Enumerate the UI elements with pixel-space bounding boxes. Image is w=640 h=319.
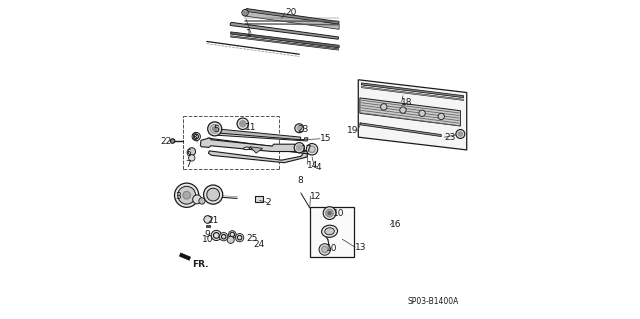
- Text: 7: 7: [185, 160, 191, 169]
- Ellipse shape: [322, 225, 337, 237]
- Text: 5: 5: [214, 125, 219, 134]
- Text: 18: 18: [401, 98, 413, 107]
- Circle shape: [240, 121, 245, 126]
- Text: 10: 10: [333, 209, 344, 218]
- Polygon shape: [360, 123, 441, 137]
- Text: 10: 10: [326, 244, 337, 253]
- Text: 10: 10: [202, 235, 213, 244]
- Polygon shape: [362, 86, 463, 100]
- Circle shape: [295, 124, 304, 133]
- Circle shape: [321, 246, 328, 253]
- Circle shape: [207, 188, 220, 201]
- Circle shape: [178, 186, 196, 204]
- Circle shape: [204, 185, 223, 204]
- Text: 4: 4: [316, 163, 321, 172]
- Circle shape: [199, 198, 205, 204]
- Text: 21: 21: [208, 216, 219, 225]
- Polygon shape: [230, 22, 339, 39]
- Polygon shape: [245, 23, 339, 25]
- Text: 20: 20: [285, 8, 296, 17]
- Text: 17: 17: [301, 145, 312, 154]
- Text: 12: 12: [310, 192, 322, 201]
- Circle shape: [212, 127, 217, 131]
- Text: 3: 3: [175, 192, 181, 201]
- Polygon shape: [230, 32, 339, 48]
- Circle shape: [242, 10, 248, 16]
- Circle shape: [237, 118, 248, 130]
- Circle shape: [319, 244, 330, 255]
- Circle shape: [326, 209, 333, 217]
- Circle shape: [239, 121, 246, 127]
- Circle shape: [307, 144, 318, 155]
- Polygon shape: [207, 138, 316, 154]
- Circle shape: [236, 234, 244, 242]
- Ellipse shape: [324, 228, 334, 235]
- Text: 23: 23: [444, 133, 456, 142]
- Text: 19: 19: [347, 126, 358, 135]
- Text: 8: 8: [298, 176, 303, 185]
- Circle shape: [220, 233, 228, 241]
- Text: SP03-B1400A: SP03-B1400A: [408, 297, 459, 306]
- Text: 13: 13: [355, 243, 367, 252]
- Polygon shape: [244, 11, 339, 29]
- Circle shape: [419, 110, 425, 116]
- Circle shape: [192, 132, 200, 141]
- Text: 9: 9: [204, 230, 210, 239]
- Circle shape: [323, 207, 336, 219]
- Ellipse shape: [243, 147, 250, 150]
- Circle shape: [189, 155, 195, 161]
- Text: 14: 14: [307, 161, 319, 170]
- Polygon shape: [179, 253, 191, 260]
- Text: 23: 23: [298, 125, 309, 134]
- Text: 11: 11: [245, 123, 257, 132]
- Text: 15: 15: [320, 134, 332, 143]
- Text: 1: 1: [246, 29, 252, 38]
- Polygon shape: [206, 225, 210, 227]
- Polygon shape: [209, 151, 307, 163]
- Polygon shape: [358, 80, 467, 150]
- Circle shape: [193, 195, 202, 204]
- Circle shape: [170, 139, 175, 143]
- Circle shape: [208, 122, 221, 136]
- Circle shape: [458, 132, 463, 136]
- Text: FR.: FR.: [193, 260, 209, 269]
- Polygon shape: [200, 138, 298, 152]
- Polygon shape: [244, 20, 339, 22]
- Text: 6: 6: [185, 149, 191, 158]
- Circle shape: [400, 107, 406, 113]
- Circle shape: [237, 119, 248, 129]
- Text: 24: 24: [253, 240, 265, 249]
- Text: 16: 16: [390, 220, 402, 229]
- Circle shape: [328, 211, 331, 215]
- Polygon shape: [360, 98, 460, 126]
- Circle shape: [204, 216, 212, 223]
- Circle shape: [211, 230, 221, 241]
- Circle shape: [228, 231, 236, 238]
- Text: 25: 25: [246, 234, 258, 243]
- Polygon shape: [216, 132, 308, 141]
- Circle shape: [183, 191, 191, 199]
- Polygon shape: [362, 83, 463, 98]
- Circle shape: [294, 143, 305, 153]
- Circle shape: [297, 126, 301, 130]
- FancyBboxPatch shape: [310, 207, 355, 257]
- Text: 2: 2: [266, 198, 271, 207]
- Circle shape: [456, 130, 465, 138]
- Circle shape: [175, 183, 199, 207]
- Polygon shape: [244, 9, 339, 24]
- Circle shape: [381, 104, 387, 110]
- Text: 22: 22: [161, 137, 172, 146]
- Circle shape: [438, 113, 444, 120]
- Circle shape: [296, 145, 302, 151]
- Text: 8: 8: [191, 133, 197, 142]
- FancyBboxPatch shape: [255, 196, 262, 202]
- Circle shape: [309, 146, 316, 152]
- Circle shape: [211, 124, 219, 133]
- Polygon shape: [250, 147, 262, 153]
- Polygon shape: [230, 36, 339, 50]
- Circle shape: [243, 11, 246, 14]
- Polygon shape: [210, 128, 301, 140]
- Circle shape: [188, 148, 196, 155]
- Circle shape: [227, 236, 234, 243]
